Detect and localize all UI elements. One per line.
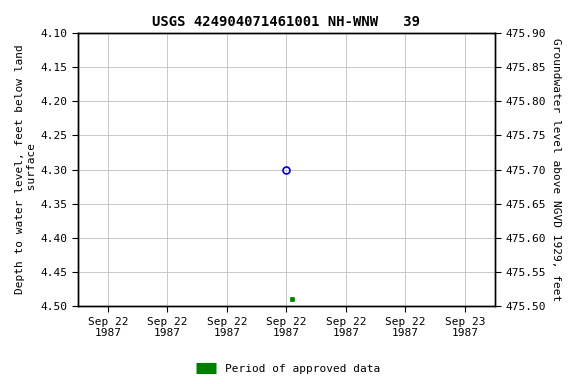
Y-axis label: Groundwater level above NGVD 1929, feet: Groundwater level above NGVD 1929, feet [551,38,561,301]
Title: USGS 424904071461001 NH-WNW   39: USGS 424904071461001 NH-WNW 39 [153,15,420,29]
Legend: Period of approved data: Period of approved data [191,359,385,379]
Y-axis label: Depth to water level, feet below land
 surface: Depth to water level, feet below land su… [15,45,37,295]
